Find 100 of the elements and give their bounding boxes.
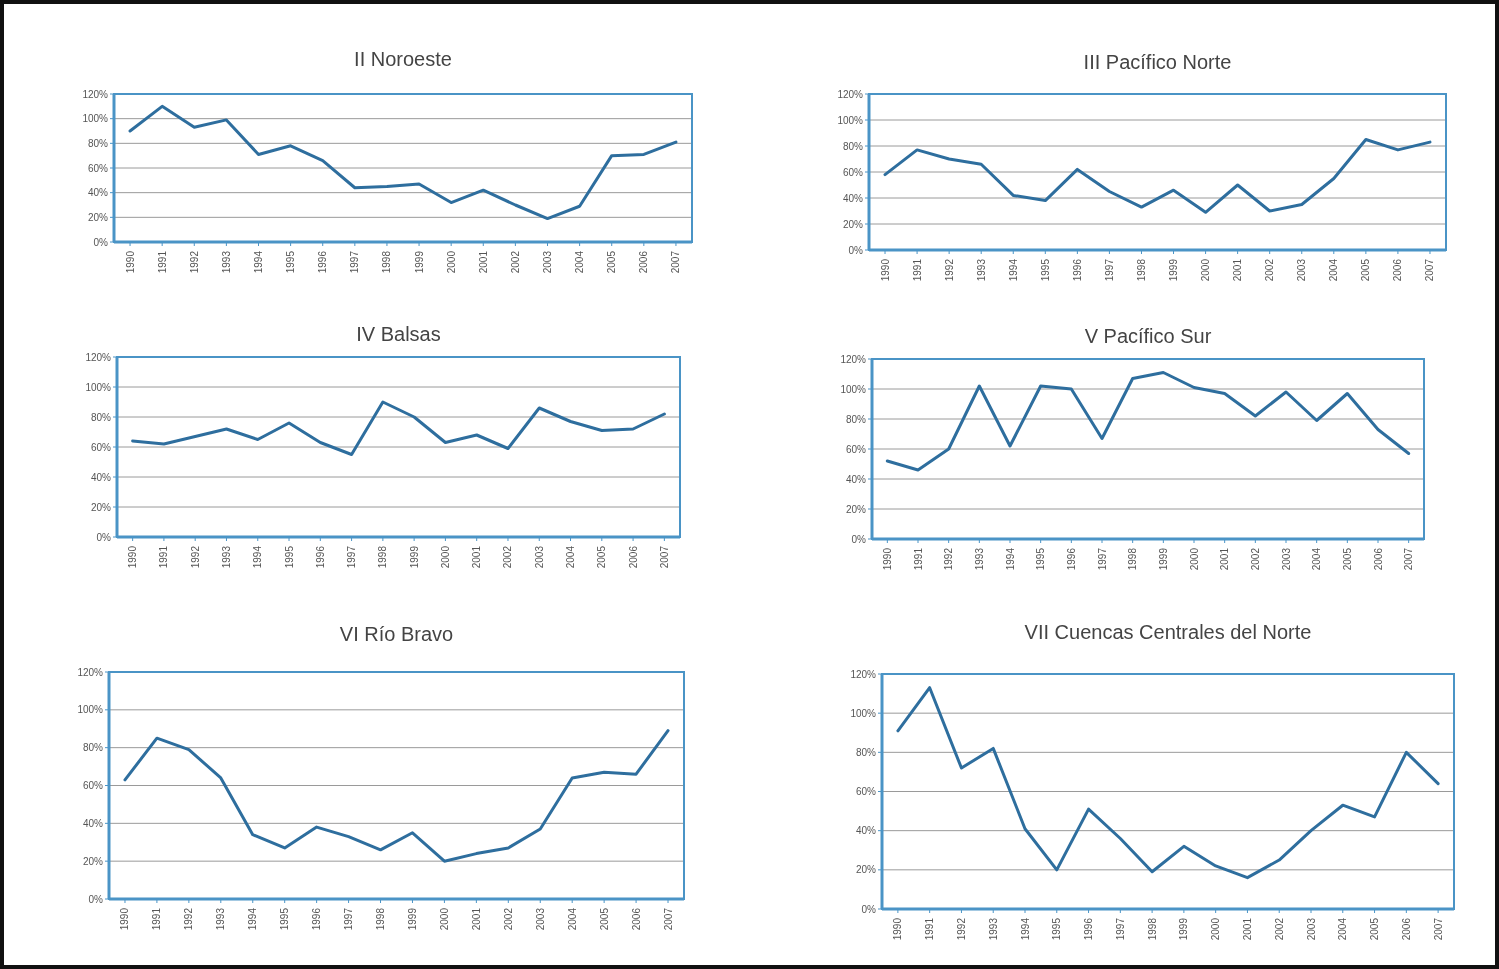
x-tick-label: 2003 — [1280, 547, 1292, 571]
x-tick-label: 1992 — [943, 547, 955, 571]
x-tick-label: 2002 — [509, 250, 521, 274]
x-tick-label: 2004 — [566, 907, 578, 931]
y-tick-label: 20% — [87, 211, 109, 223]
x-tick-label: 2000 — [1210, 917, 1222, 941]
x-tick-label: 1999 — [406, 907, 418, 931]
x-tick-label: 1992 — [188, 250, 200, 274]
y-tick-label: 40% — [842, 192, 864, 204]
x-tick-label: 2007 — [1403, 547, 1415, 571]
x-tick-label: 1997 — [349, 250, 361, 274]
chart-title: IV Balsas — [355, 322, 442, 347]
x-tick-label: 2003 — [534, 907, 546, 931]
x-tick-label: 2005 — [598, 907, 610, 931]
x-tick-label: 2002 — [1249, 547, 1261, 571]
x-tick-label: 2007 — [1432, 917, 1444, 941]
x-tick-label: 2000 — [439, 545, 451, 569]
x-tick-label: 2004 — [1311, 547, 1323, 571]
y-tick-label: 120% — [77, 666, 104, 678]
x-tick-label: 1996 — [314, 545, 326, 569]
y-tick-label: 120% — [837, 88, 864, 100]
x-tick-label: 2005 — [1369, 917, 1381, 941]
x-tick-label: 1992 — [189, 545, 201, 569]
x-tick-label: 2006 — [638, 250, 650, 274]
x-tick-label: 2001 — [1232, 258, 1244, 282]
x-tick-label: 1999 — [413, 250, 425, 274]
x-tick-label: 2002 — [1264, 258, 1276, 282]
x-tick-label: 1993 — [973, 547, 985, 571]
x-tick-label: 1995 — [1051, 917, 1063, 941]
x-tick-label: 1997 — [346, 545, 358, 569]
x-tick-label: 1995 — [1039, 258, 1051, 282]
x-tick-label: 1993 — [987, 917, 999, 941]
x-tick-label: 2000 — [1188, 547, 1200, 571]
x-tick-label: 1990 — [124, 250, 136, 274]
x-tick-label: 1997 — [343, 907, 355, 931]
y-tick-label: 120% — [85, 351, 112, 363]
y-tick-label: 100% — [82, 113, 109, 125]
x-tick-label: 2003 — [1296, 258, 1308, 282]
y-tick-label: 0% — [96, 531, 112, 543]
chart-title: VII Cuencas Centrales del Norte — [1023, 620, 1313, 645]
x-tick-label: 1995 — [285, 250, 297, 274]
x-tick-label: 2007 — [1424, 258, 1436, 282]
y-tick-label: 80% — [855, 746, 877, 758]
x-tick-label: 2000 — [445, 250, 457, 274]
x-tick-label: 1995 — [279, 907, 291, 931]
x-tick-label: 1996 — [1065, 547, 1077, 571]
x-tick-label: 2007 — [662, 907, 674, 931]
y-tick-label: 120% — [840, 353, 867, 365]
x-tick-label: 2006 — [1400, 917, 1412, 941]
x-tick-label: 1990 — [892, 917, 904, 941]
x-tick-label: 2002 — [502, 907, 514, 931]
x-tick-label: 2003 — [1305, 917, 1317, 941]
y-tick-label: 120% — [82, 88, 109, 100]
y-tick-label: 40% — [845, 473, 867, 485]
y-tick-label: 60% — [855, 786, 877, 798]
y-tick-label: 60% — [87, 162, 109, 174]
y-tick-label: 80% — [87, 137, 109, 149]
x-tick-label: 1993 — [215, 907, 227, 931]
y-tick-label: 80% — [82, 742, 104, 754]
y-tick-label: 40% — [82, 817, 104, 829]
x-tick-label: 1991 — [156, 250, 168, 274]
x-tick-label: 2002 — [1273, 917, 1285, 941]
x-tick-label: 1990 — [127, 545, 139, 569]
x-tick-label: 2005 — [1360, 258, 1372, 282]
x-tick-label: 1998 — [1135, 258, 1147, 282]
x-tick-label: 2006 — [1392, 258, 1404, 282]
y-tick-label: 0% — [851, 533, 867, 545]
x-tick-label: 1994 — [253, 250, 264, 274]
x-tick-label: 1995 — [283, 545, 295, 569]
x-tick-label: 1997 — [1096, 547, 1108, 571]
x-tick-label: 2003 — [533, 545, 545, 569]
x-tick-label: 2004 — [1337, 917, 1349, 941]
x-tick-label: 2000 — [1200, 258, 1212, 282]
x-tick-label: 2005 — [1341, 547, 1353, 571]
x-tick-label: 1998 — [375, 907, 387, 931]
x-tick-label: 2004 — [1328, 258, 1340, 282]
x-tick-label: 1999 — [1178, 917, 1190, 941]
y-tick-label: 80% — [90, 411, 112, 423]
x-tick-label: 2003 — [542, 250, 553, 274]
x-tick-label: 1999 — [408, 545, 420, 569]
x-tick-label: 2001 — [477, 250, 489, 274]
y-tick-label: 20% — [82, 855, 104, 867]
x-tick-label: 1998 — [377, 545, 389, 569]
x-tick-label: 1999 — [1168, 258, 1180, 282]
x-tick-label: 1996 — [1071, 258, 1083, 282]
x-tick-label: 1991 — [151, 907, 163, 931]
y-tick-label: 40% — [855, 825, 877, 837]
x-tick-label: 1992 — [943, 258, 955, 282]
x-tick-label: 1990 — [881, 547, 893, 571]
x-tick-label: 2004 — [565, 545, 577, 569]
x-tick-label: 1993 — [975, 258, 987, 282]
y-tick-label: 60% — [82, 780, 104, 792]
y-tick-label: 60% — [90, 441, 112, 453]
x-tick-label: 1994 — [1007, 258, 1019, 282]
x-tick-label: 1995 — [1035, 547, 1047, 571]
x-tick-label: 1994 — [1019, 917, 1031, 941]
chart-title: III Pacífico Norte — [1082, 50, 1233, 75]
x-tick-label: 2001 — [1219, 547, 1231, 571]
y-tick-label: 20% — [855, 864, 877, 876]
y-tick-label: 100% — [77, 704, 104, 716]
